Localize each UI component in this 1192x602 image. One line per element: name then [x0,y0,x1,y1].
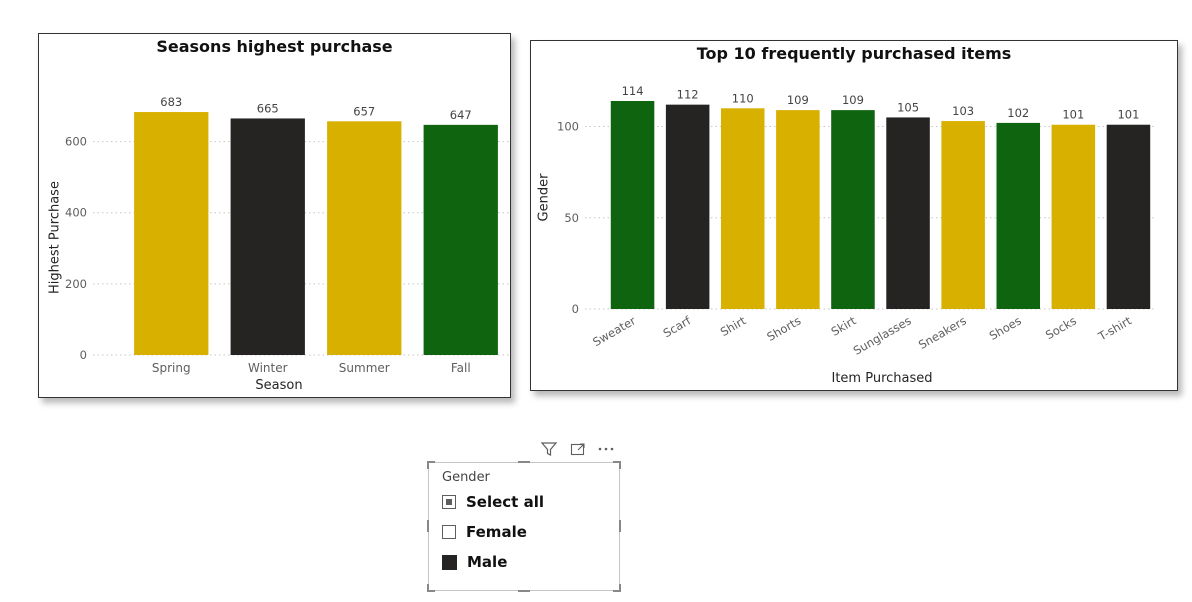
x-tick-label: Socks [1043,313,1079,342]
resize-handle[interactable] [619,461,621,469]
resize-handle[interactable] [427,520,429,532]
bar [1052,125,1096,309]
checkbox-unchecked-icon[interactable] [442,525,456,539]
data-label: 112 [677,88,699,102]
resize-handle[interactable] [518,590,530,592]
data-label: 657 [353,104,375,118]
data-label: 647 [450,108,472,122]
seasons-chart-plot: 0 200 400 600 683 Spring 665 Winter 657 Summer 647… [39,34,510,397]
x-tick-label: Skirt [829,313,859,339]
slicer-item-label: Female [466,523,527,541]
y-tick-label: 400 [65,206,87,220]
data-label: 103 [952,104,974,118]
data-label: 105 [897,100,919,114]
bar [1107,125,1151,309]
x-tick-label: Shirt [718,313,749,339]
data-label: 102 [1007,106,1029,120]
filter-icon[interactable] [540,440,558,463]
checkbox-checked-icon[interactable] [442,555,457,570]
data-label: 109 [787,93,809,107]
more-options-icon[interactable] [597,440,615,463]
resize-handle[interactable] [518,461,530,463]
x-tick-label: Shoes [987,313,1024,342]
slicer-item-select-all[interactable]: Select all [442,491,544,513]
bar [886,117,930,309]
bar [327,121,401,355]
slicer-item-label: Male [467,553,507,571]
x-tick-label: Fall [451,361,471,375]
x-tick-label: Sunglasses [851,313,914,357]
y-tick-label: 0 [80,348,87,362]
bar [996,123,1040,309]
x-tick-label: Sweater [590,313,638,349]
y-tick-label: 0 [572,302,579,316]
bar [666,105,710,309]
data-label: 683 [160,95,182,109]
chart-title: Seasons highest purchase [39,37,510,56]
seasons-chart-visual[interactable]: 0 200 400 600 683 Spring 665 Winter 657 Summer 647… [38,33,511,398]
top-items-chart-visual[interactable]: 0 50 100 114 Sweater 112 Scarf 110 Shirt 109 Short… [530,40,1178,391]
x-tick-label: T-shirt [1095,313,1134,344]
x-tick-label: Spring [152,361,191,375]
data-label: 110 [732,91,754,105]
top-items-chart-plot: 0 50 100 114 Sweater 112 Scarf 110 Shirt 109 Short… [531,41,1177,390]
bar [941,121,985,309]
bar [231,118,305,355]
x-tick-label: Scarf [661,313,694,340]
bar [831,110,875,309]
slicer-header-icons [540,440,620,460]
chart-title: Top 10 frequently purchased items [531,44,1177,63]
resize-handle[interactable] [619,584,621,592]
x-tick-label: Winter [248,361,288,375]
bar [776,110,820,309]
slicer-item-label: Select all [466,493,544,511]
x-tick-label: Summer [339,361,390,375]
x-tick-label: Shorts [764,313,803,344]
bar [611,101,655,309]
y-tick-label: 50 [564,211,579,225]
slicer-item-female[interactable]: Female [442,521,527,543]
data-label: 114 [622,84,644,98]
bar [424,125,498,355]
data-label: 665 [257,101,279,115]
resize-handle[interactable] [427,461,429,469]
data-label: 101 [1117,108,1139,122]
x-axis-title: Season [255,378,302,393]
checkbox-partial-icon[interactable] [442,495,456,509]
gender-slicer[interactable]: Gender Select all Female Male [428,462,620,591]
bar [721,108,765,309]
slicer-title: Gender [442,470,490,485]
y-tick-label: 200 [65,277,87,291]
y-tick-label: 100 [557,120,579,134]
focus-mode-icon[interactable] [569,440,587,463]
slicer-item-male[interactable]: Male [442,551,507,573]
resize-handle[interactable] [427,584,429,592]
bar [134,112,208,355]
data-label: 101 [1062,108,1084,122]
y-axis-title: Highest Purchase [48,178,63,298]
data-label: 109 [842,93,864,107]
x-axis-title: Item Purchased [831,371,932,386]
resize-handle[interactable] [619,520,621,532]
y-tick-label: 600 [65,135,87,149]
x-tick-label: Sneakers [916,313,969,352]
y-axis-title: Gender [537,168,552,228]
